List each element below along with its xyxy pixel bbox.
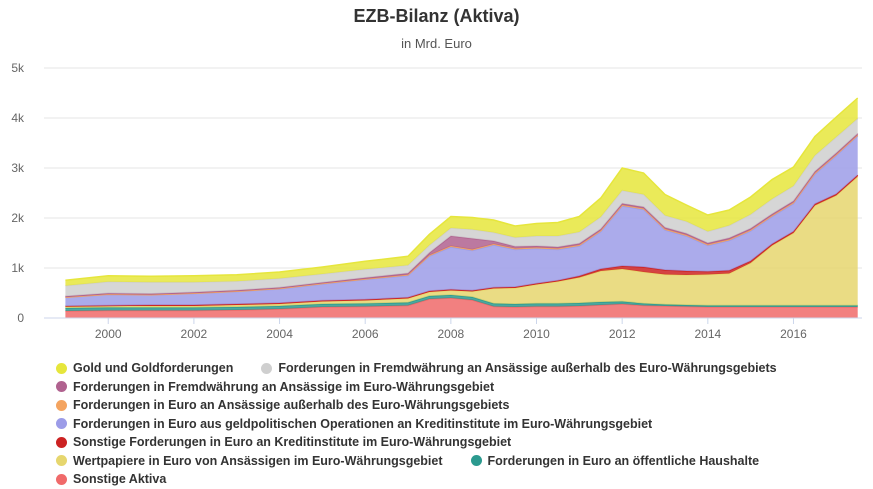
- legend-marker-icon: [470, 455, 482, 467]
- legend-marker-icon: [56, 362, 67, 374]
- y-tick-label: 0: [17, 311, 24, 325]
- legend-item[interactable]: Sonstige Forderungen in Euro an Kreditin…: [56, 435, 511, 449]
- legend-label: Sonstige Forderungen in Euro an Kreditin…: [73, 435, 512, 450]
- legend-row: Forderungen in Euro an Ansässige außerha…: [56, 396, 856, 415]
- legend-label: Wertpapiere in Euro von Ansässigen im Eu…: [73, 453, 443, 468]
- area-series-line-8: [65, 97, 859, 282]
- x-tick-label: 2008: [438, 327, 465, 341]
- area-series-2[interactable]: [65, 176, 858, 309]
- legend-marker-icon: [56, 455, 67, 467]
- axes: 0 1k 2k 3k 4k 5k 2000 2002 2004 2006 2008 2010 2012 2…: [11, 61, 862, 341]
- x-tick-label: 2010: [523, 327, 550, 341]
- legend-label: Forderungen in Euro an Ansässige außerha…: [73, 398, 510, 413]
- legend-label: Forderungen in Euro aus geldpolitischen …: [73, 416, 653, 431]
- x-tick-label: 2012: [609, 327, 636, 341]
- area-series-3[interactable]: [65, 175, 858, 307]
- legend-item[interactable]: Forderungen in Euro an öffentliche Haush…: [470, 453, 760, 468]
- legend-label: Gold und Goldforderungen: [73, 361, 234, 376]
- legend-label: Sonstige Aktiva: [73, 472, 167, 487]
- legend-item[interactable]: Gold und Goldforderungen: [56, 361, 233, 375]
- chart-subtitle: in Mrd. Euro: [401, 36, 472, 51]
- legend-marker-icon: [56, 436, 67, 448]
- legend-row: Wertpapiere in Euro von Ansässigen im Eu…: [56, 452, 856, 471]
- area-series-0[interactable]: [65, 298, 858, 318]
- x-tick-label: 2002: [181, 327, 208, 341]
- legend-item[interactable]: Forderungen in Euro aus geldpolitischen …: [56, 417, 652, 431]
- legend-marker-icon: [56, 399, 67, 411]
- legend-item[interactable]: Sonstige Aktiva: [56, 472, 166, 486]
- stacked-area-chart: 0 1k 2k 3k 4k 5k 2000 2002 2004 2006 2008 2010 2012 2…: [11, 61, 862, 341]
- y-tick-label: 4k: [11, 111, 25, 125]
- y-tick-label: 1k: [11, 261, 25, 275]
- x-tick-label: 2014: [694, 327, 721, 341]
- y-tick-label: 5k: [11, 61, 25, 75]
- legend-marker-icon: [261, 362, 273, 374]
- legend-item[interactable]: Forderungen in Euro an Ansässige außerha…: [56, 398, 509, 412]
- legend-row: Forderungen in Euro aus geldpolitischen …: [56, 415, 856, 434]
- legend-row: Sonstige Forderungen in Euro an Kreditin…: [56, 433, 856, 452]
- y-tick-label: 3k: [11, 161, 25, 175]
- legend: Gold und Goldforderungen Forderungen in F…: [56, 359, 856, 489]
- legend-label: Forderungen in Fremdwährung an Ansässige…: [73, 379, 495, 394]
- legend-marker-icon: [56, 381, 67, 393]
- legend-marker-icon: [56, 473, 67, 485]
- x-tick-label: 2006: [352, 327, 379, 341]
- y-tick-label: 2k: [11, 211, 25, 225]
- legend-item[interactable]: Wertpapiere in Euro von Ansässigen im Eu…: [56, 454, 443, 468]
- legend-label: Forderungen in Fremdwährung an Ansässige…: [278, 361, 777, 376]
- legend-row: Gold und Goldforderungen Forderungen in F…: [56, 359, 856, 378]
- area-series-4[interactable]: [65, 136, 858, 306]
- area-series: [65, 97, 859, 318]
- legend-row: Forderungen in Fremdwährung an Ansässige…: [56, 378, 856, 397]
- x-tick-label: 2000: [95, 327, 122, 341]
- chart-title: EZB-Bilanz (Aktiva): [353, 6, 520, 26]
- x-tick-label: 2004: [266, 327, 293, 341]
- legend-item[interactable]: Forderungen in Fremdwährung an Ansässige…: [261, 361, 777, 376]
- x-tick-label: 2016: [780, 327, 807, 341]
- legend-marker-icon: [56, 418, 67, 430]
- legend-label: Forderungen in Euro an öffentliche Haush…: [487, 453, 760, 468]
- legend-item[interactable]: Forderungen in Fremdwährung an Ansässige…: [56, 380, 494, 394]
